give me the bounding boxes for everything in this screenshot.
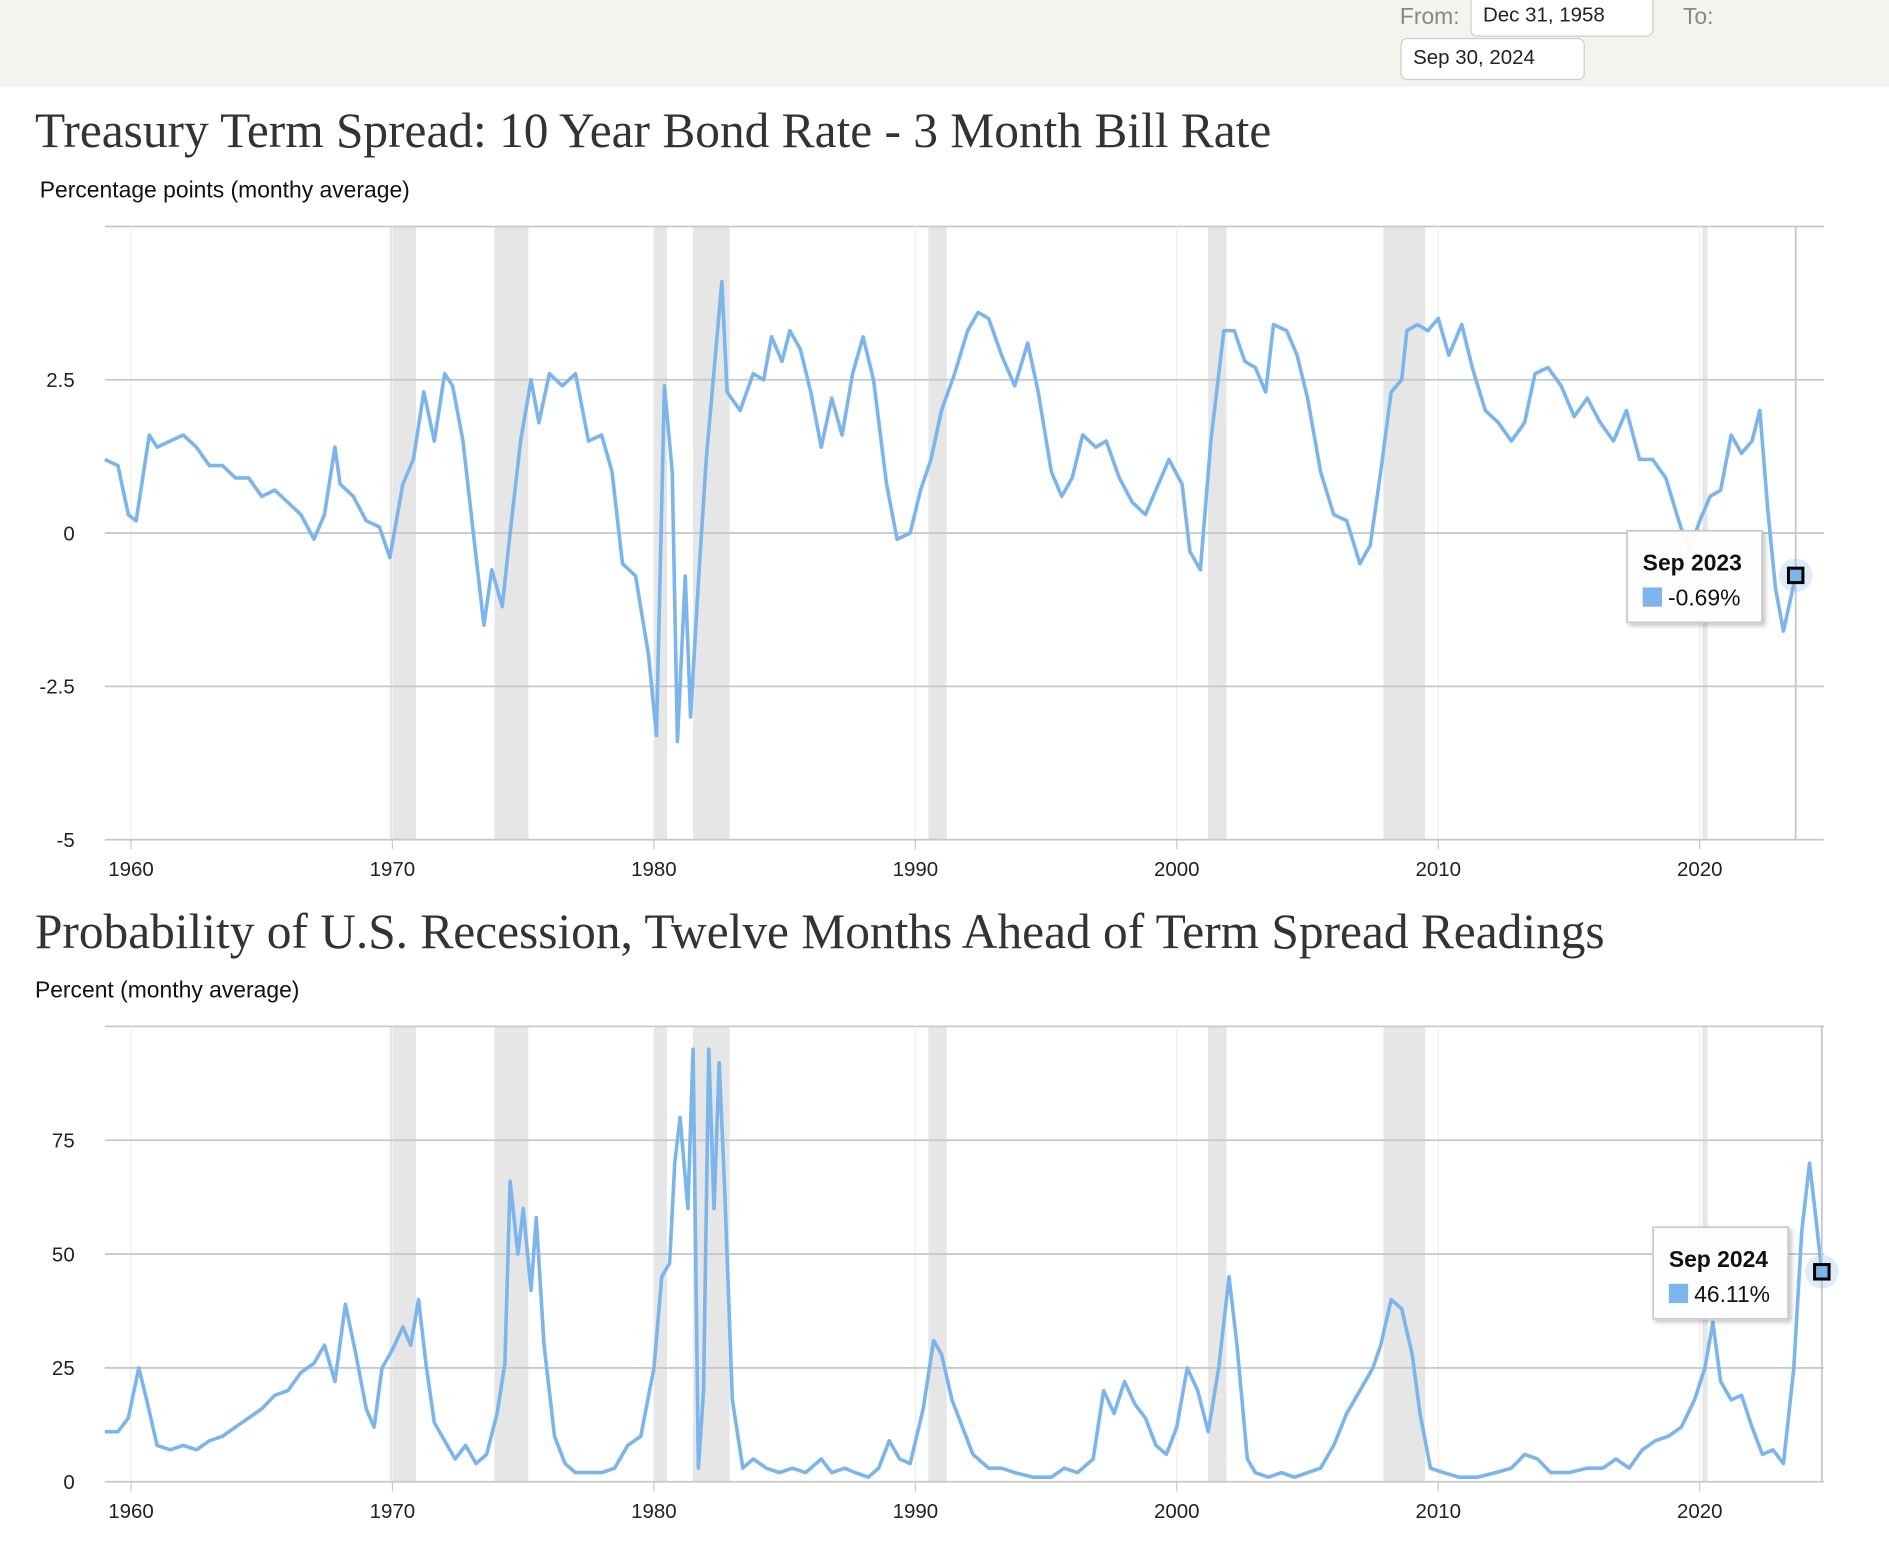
- tooltip-label: Sep 2023: [1643, 550, 1742, 576]
- x-tick-label: 2000: [1154, 1500, 1200, 1523]
- chart-title: Probability of U.S. Recession, Twelve Mo…: [35, 904, 1605, 959]
- x-tick-label: 2010: [1415, 858, 1461, 881]
- tooltip-label: Sep 2024: [1669, 1246, 1768, 1272]
- x-tick-label: 1960: [108, 1500, 154, 1523]
- x-tick-label: 1980: [631, 1500, 677, 1523]
- x-tick-label: 2020: [1677, 1500, 1723, 1523]
- tooltip-swatch: [1668, 1283, 1689, 1304]
- tooltip-box: [1626, 529, 1763, 624]
- x-tick-label: 1970: [370, 858, 416, 881]
- to-value: Sep 30, 2024: [1413, 46, 1535, 69]
- from-label: From:: [1400, 3, 1460, 29]
- y-tick-label: 25: [52, 1357, 75, 1380]
- chart-title: Treasury Term Spread: 10 Year Bond Rate …: [35, 103, 1271, 158]
- data-line: [104, 279, 1798, 744]
- from-input[interactable]: [1470, 0, 1654, 37]
- y-tick-label: 0: [63, 522, 74, 545]
- data-line: [104, 1047, 1824, 1479]
- x-tick-label: 2000: [1154, 858, 1200, 881]
- x-tick-label: 1990: [893, 858, 939, 881]
- y-axis-label: Percentage points (monthy average): [40, 177, 410, 203]
- y-tick-label: 50: [52, 1243, 75, 1266]
- y-tick-label: 0: [63, 1471, 74, 1494]
- to-input[interactable]: [1400, 37, 1585, 81]
- hover-marker: [1813, 1263, 1831, 1281]
- from-value: Dec 31, 1958: [1483, 4, 1605, 27]
- hover-marker: [1786, 566, 1805, 585]
- x-tick-label: 2020: [1677, 858, 1723, 881]
- tooltip-value: 46.11%: [1694, 1281, 1770, 1307]
- y-tick-label: -2.5: [39, 676, 74, 699]
- tooltip-swatch: [1642, 587, 1662, 607]
- tooltip-value: -0.69%: [1668, 585, 1740, 611]
- x-tick-label: 1980: [631, 858, 677, 881]
- x-tick-label: 1990: [893, 1500, 939, 1523]
- y-tick-label: -5: [57, 829, 75, 852]
- y-tick-label: 2.5: [46, 369, 74, 392]
- tooltip-box: [1652, 1226, 1790, 1320]
- to-label: To:: [1683, 3, 1714, 29]
- y-axis-label: Percent (monthy average): [35, 976, 299, 1002]
- x-tick-label: 1970: [370, 1500, 416, 1523]
- y-tick-label: 75: [52, 1129, 75, 1152]
- x-tick-label: 1960: [108, 858, 154, 881]
- x-tick-label: 2010: [1415, 1500, 1461, 1523]
